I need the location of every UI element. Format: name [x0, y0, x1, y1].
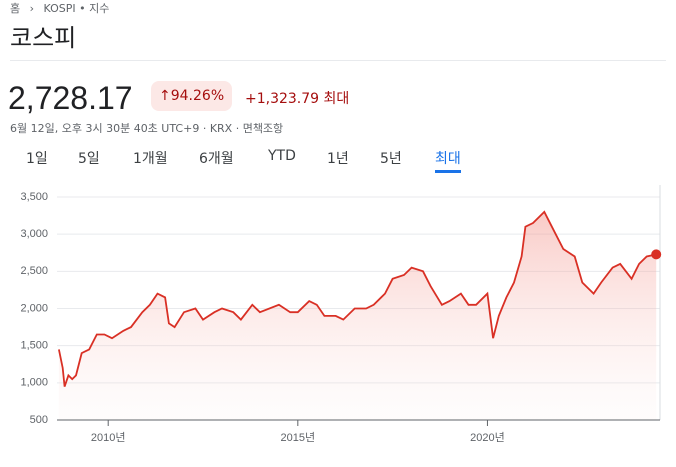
- y-tick-label: 2,500: [20, 265, 48, 277]
- y-tick-label: 2,000: [20, 302, 48, 314]
- info-line: 6월 12일, 오후 3시 30분 40초 UTC+9 · KRX · 면책조항: [10, 122, 284, 135]
- breadcrumb-sep: ›: [29, 2, 35, 15]
- line: [58, 210, 657, 387]
- range-tab[interactable]: 5일: [78, 151, 100, 167]
- y-tick-label: 3,000: [20, 228, 48, 240]
- breadcrumb-current[interactable]: KOSPI • 지수: [43, 2, 110, 15]
- change-abs: +1,323.79: [245, 91, 320, 107]
- change: +1,323.79 최대: [245, 88, 349, 108]
- title: 코스피: [10, 24, 77, 52]
- change-period: 최대: [323, 91, 350, 107]
- arrow-icon: ↑: [159, 88, 171, 104]
- range-tab[interactable]: 최대: [435, 148, 461, 173]
- x-tick-label: 2020년: [470, 431, 505, 444]
- range-tab[interactable]: 1개월: [133, 151, 168, 167]
- area: [58, 211, 657, 420]
- range-tab[interactable]: 6개월: [199, 151, 234, 167]
- range-tab[interactable]: 1일: [26, 151, 48, 167]
- divider: [10, 60, 666, 61]
- breadcrumb-home[interactable]: 홈: [10, 2, 21, 15]
- y-tick-label: 1,000: [20, 377, 48, 389]
- change-badge: ↑94.26%: [151, 81, 233, 111]
- x-tick-label: 2015년: [281, 431, 316, 444]
- last-point: [651, 249, 662, 260]
- x-tick-label: 2010년: [91, 431, 126, 444]
- y-tick-label: 3,500: [20, 191, 48, 203]
- range-tab[interactable]: 5년: [380, 151, 402, 167]
- y-tick-label: 1,500: [20, 340, 48, 352]
- range-tab[interactable]: YTD: [268, 148, 296, 164]
- y-tick-label: 500: [30, 414, 48, 426]
- breadcrumb: 홈 › KOSPI • 지수: [10, 0, 109, 16]
- price: 2,728.17: [8, 80, 133, 116]
- change-percent: 94.26%: [170, 88, 225, 104]
- range-tab[interactable]: 1년: [327, 151, 349, 167]
